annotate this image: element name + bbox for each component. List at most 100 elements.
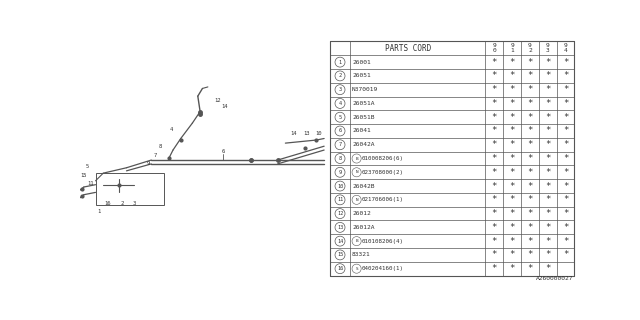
Text: *: * [492, 264, 497, 273]
Text: *: * [545, 113, 550, 122]
Text: 26041: 26041 [352, 129, 371, 133]
Text: *: * [492, 223, 497, 232]
Text: *: * [509, 168, 515, 177]
Text: *: * [527, 99, 532, 108]
Text: 12: 12 [214, 98, 221, 103]
Text: *: * [509, 140, 515, 149]
Text: *: * [492, 140, 497, 149]
Text: *: * [527, 71, 532, 80]
Text: *: * [509, 181, 515, 190]
Text: *: * [563, 99, 568, 108]
Text: *: * [492, 251, 497, 260]
Text: *: * [563, 251, 568, 260]
Text: 10: 10 [337, 184, 343, 188]
Text: *: * [492, 113, 497, 122]
Text: *: * [563, 209, 568, 218]
Text: *: * [563, 168, 568, 177]
Text: *: * [492, 181, 497, 190]
Text: *: * [527, 140, 532, 149]
Text: *: * [563, 58, 568, 67]
Text: *: * [509, 85, 515, 94]
Text: 4: 4 [339, 101, 342, 106]
Text: *: * [492, 209, 497, 218]
Text: 9
1: 9 1 [510, 44, 514, 53]
Text: 26051: 26051 [352, 73, 371, 78]
Text: 26042B: 26042B [352, 184, 374, 188]
Text: *: * [563, 223, 568, 232]
Text: 2: 2 [121, 202, 124, 206]
Text: B: B [355, 239, 358, 243]
Text: N370019: N370019 [352, 87, 378, 92]
Text: *: * [509, 126, 515, 135]
Text: N: N [355, 170, 358, 174]
Text: *: * [545, 195, 550, 204]
Text: *: * [527, 126, 532, 135]
Text: 13: 13 [337, 225, 343, 230]
Text: *: * [509, 154, 515, 163]
Text: *: * [563, 113, 568, 122]
Text: *: * [509, 58, 515, 67]
Text: 11: 11 [87, 181, 93, 186]
Text: A260000027: A260000027 [536, 276, 573, 281]
Text: *: * [563, 140, 568, 149]
Text: 16: 16 [104, 202, 110, 206]
Text: 83321: 83321 [352, 252, 371, 257]
Text: *: * [509, 264, 515, 273]
Text: 5: 5 [86, 164, 90, 170]
Text: *: * [545, 140, 550, 149]
Text: 3: 3 [339, 87, 342, 92]
Text: *: * [563, 236, 568, 246]
Text: *: * [545, 99, 550, 108]
Text: 26012: 26012 [352, 211, 371, 216]
Text: *: * [527, 236, 532, 246]
Bar [330, 42, 575, 276]
Text: *: * [545, 154, 550, 163]
Text: *: * [545, 264, 550, 273]
Text: *: * [563, 85, 568, 94]
Text: *: * [545, 58, 550, 67]
Text: *: * [527, 251, 532, 260]
Text: 040204160(1): 040204160(1) [362, 266, 404, 271]
Text: *: * [492, 168, 497, 177]
Text: 14: 14 [337, 239, 343, 244]
Text: *: * [509, 113, 515, 122]
Text: *: * [545, 71, 550, 80]
Text: *: * [563, 181, 568, 190]
Text: N: N [355, 198, 358, 202]
Text: *: * [509, 71, 515, 80]
Text: 26012A: 26012A [352, 225, 374, 230]
Text: 14: 14 [221, 104, 228, 109]
Text: 023708000(2): 023708000(2) [362, 170, 404, 175]
Text: 1: 1 [339, 60, 342, 65]
Text: *: * [527, 58, 532, 67]
Text: 13: 13 [303, 131, 310, 136]
Text: *: * [492, 71, 497, 80]
Text: *: * [509, 236, 515, 246]
Text: 9
0: 9 0 [492, 44, 496, 53]
Text: 3: 3 [132, 202, 136, 206]
Text: *: * [509, 195, 515, 204]
Text: *: * [527, 168, 532, 177]
Text: *: * [545, 209, 550, 218]
Text: 9
2: 9 2 [528, 44, 532, 53]
Text: 4: 4 [170, 127, 173, 132]
Text: *: * [545, 236, 550, 246]
Text: 26042A: 26042A [352, 142, 374, 147]
Text: *: * [527, 85, 532, 94]
Text: *: * [509, 209, 515, 218]
Text: 15: 15 [81, 173, 87, 178]
Text: *: * [527, 209, 532, 218]
Text: 5: 5 [339, 115, 342, 120]
Text: *: * [492, 58, 497, 67]
Text: *: * [563, 126, 568, 135]
Text: *: * [509, 223, 515, 232]
Text: PARTS CORD: PARTS CORD [385, 44, 431, 53]
Text: *: * [563, 154, 568, 163]
Text: 12: 12 [337, 211, 343, 216]
Text: 16: 16 [337, 266, 343, 271]
Text: 021706006(1): 021706006(1) [362, 197, 404, 202]
Text: B: B [355, 156, 358, 161]
Text: *: * [492, 236, 497, 246]
Text: 8: 8 [159, 144, 162, 149]
Text: 14: 14 [290, 131, 296, 136]
